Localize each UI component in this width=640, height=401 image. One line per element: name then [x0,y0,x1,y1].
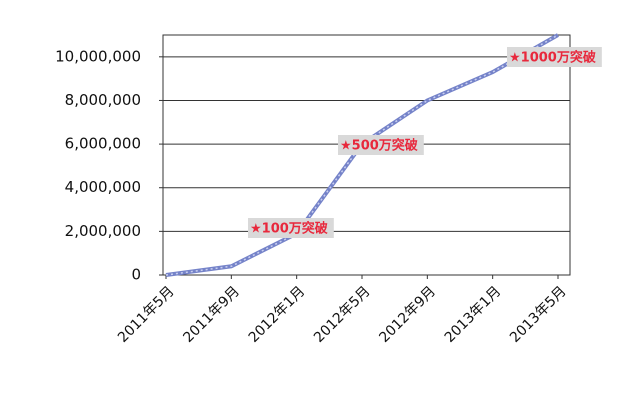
annotation-bg [248,218,334,238]
x-tick-label: 2012年1月 [246,283,309,346]
y-tick-label: 4,000,000 [65,178,141,196]
y-tick-label: 10,000,000 [55,47,141,65]
y-tick-label: 8,000,000 [65,91,141,109]
y-tick-label: 6,000,000 [65,135,141,153]
annotation-bg [507,47,602,67]
annotation-text: ★500万突破 [340,138,418,154]
annotation: ★1000万突破 [507,47,602,67]
y-tick-label: 0 [131,266,141,284]
annotation: ★500万突破 [338,135,424,155]
annotation: ★100万突破 [248,218,334,238]
series-line-texture [165,34,559,276]
annotation-bg [338,135,424,155]
x-tick-label: 2012年5月 [311,283,374,346]
x-tick-label: 2011年5月 [115,283,178,346]
annotation-text: ★1000万突破 [509,50,596,66]
x-tick-label: 2012年9月 [376,283,439,346]
x-tick-label: 2013年1月 [442,283,505,346]
x-tick-label: 2011年9月 [180,283,243,346]
x-tick-label: 2013年5月 [507,283,570,346]
annotation-text: ★100万突破 [250,221,328,237]
y-tick-label: 2,000,000 [65,222,141,240]
plot-frame [162,34,571,276]
